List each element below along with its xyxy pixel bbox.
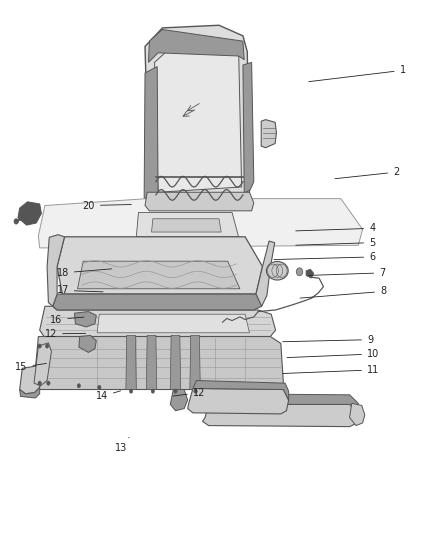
Polygon shape [78,261,240,289]
Ellipse shape [98,385,101,390]
Text: 16: 16 [50,314,84,325]
Polygon shape [190,335,200,390]
Polygon shape [256,241,275,306]
Polygon shape [261,119,276,148]
Polygon shape [79,335,96,352]
Text: 18: 18 [57,268,112,278]
Polygon shape [193,381,289,400]
Ellipse shape [77,384,81,388]
Polygon shape [136,213,239,237]
Ellipse shape [174,389,177,393]
Polygon shape [243,62,254,193]
Text: 11: 11 [283,365,379,375]
Ellipse shape [47,381,50,385]
Ellipse shape [38,344,42,348]
Text: 12: 12 [45,329,86,339]
Polygon shape [152,219,221,232]
Polygon shape [148,29,244,62]
Text: 14: 14 [96,391,120,401]
Polygon shape [144,67,158,203]
Polygon shape [57,237,262,294]
Text: 1: 1 [309,66,406,82]
Polygon shape [350,403,365,425]
Text: 7: 7 [309,268,385,278]
Ellipse shape [266,262,288,280]
Polygon shape [40,306,276,336]
Polygon shape [97,314,250,333]
Text: 2: 2 [335,167,399,179]
Ellipse shape [151,389,155,393]
Polygon shape [20,366,41,394]
Polygon shape [126,335,136,390]
Polygon shape [145,192,254,211]
Polygon shape [146,335,157,390]
Ellipse shape [129,389,133,393]
Text: 15: 15 [15,362,46,372]
Polygon shape [20,387,40,398]
Ellipse shape [38,381,42,385]
Text: 8: 8 [300,286,386,298]
Text: 5: 5 [296,238,375,248]
Polygon shape [34,343,51,386]
Ellipse shape [296,268,303,276]
Polygon shape [187,389,289,414]
Ellipse shape [46,344,49,348]
Polygon shape [306,269,314,278]
Polygon shape [208,394,358,413]
Polygon shape [18,202,42,225]
Polygon shape [74,312,96,327]
Polygon shape [170,335,181,390]
Text: 20: 20 [83,200,131,211]
Text: 17: 17 [57,285,103,295]
Text: 6: 6 [274,252,375,262]
Polygon shape [145,25,250,203]
Polygon shape [47,235,64,306]
Polygon shape [202,405,358,426]
Ellipse shape [194,389,197,393]
Polygon shape [39,199,363,248]
Polygon shape [34,336,283,390]
Text: 12: 12 [173,387,205,398]
Text: 4: 4 [296,223,375,233]
Text: 10: 10 [287,349,379,359]
Ellipse shape [14,219,18,224]
Text: 13: 13 [115,438,129,453]
Polygon shape [155,46,242,192]
Polygon shape [53,294,261,310]
Polygon shape [170,390,187,411]
Text: 9: 9 [283,335,373,345]
